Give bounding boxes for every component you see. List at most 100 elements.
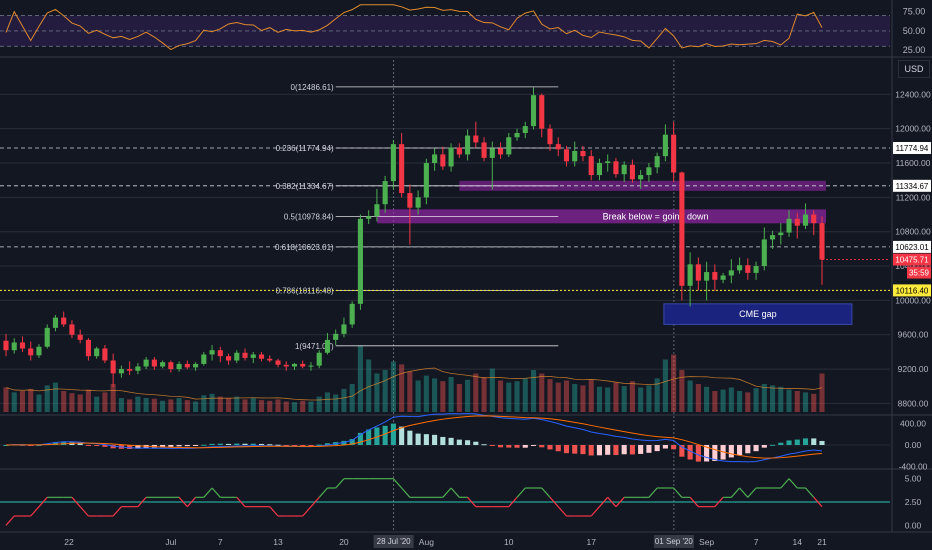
macd-histogram-bar [110,445,116,449]
macd-histogram-bar [613,445,619,456]
macd-histogram-bar [629,445,635,455]
resistance-zone [377,209,826,224]
x-axis-label: 14 [793,537,803,547]
macd-histogram-bar [77,443,83,445]
volume-bar [588,379,594,412]
volume-bar [94,396,100,412]
candle-body [465,135,471,155]
stoch-line-segment [38,496,48,508]
volume-bar [555,382,561,412]
volume-bar [530,370,537,412]
macd-histogram-bar [786,440,792,445]
volume-bar [382,370,388,412]
macd-histogram-bar [497,445,504,448]
signal-line [5,415,823,459]
stoch-axis-label: 5.00 [905,474,922,484]
volume-bar [242,399,248,412]
date-highlight-badge [373,535,414,548]
x-axis-label: 10 [504,537,514,547]
macd-histogram-bar [704,445,710,462]
stoch-line-segment [203,487,213,498]
candle-body [704,272,710,281]
macd-histogram-bar [423,434,429,445]
macd-histogram-bar [267,444,273,446]
stoch-line-segment [714,496,724,508]
macd-histogram-bar [811,438,817,445]
candle-body [530,95,537,127]
macd-histogram-bar [382,425,388,445]
price-badge-text: 10475.71 [895,256,929,265]
fib-label: 1(9471.07) [295,342,334,351]
volume-bar [44,385,50,412]
stoch-line-segment [739,487,749,498]
price-badge-text: 10623.01 [895,243,929,252]
volume-bar [522,378,528,412]
candle-body [258,354,265,359]
candle-body [94,348,100,357]
volume-bar [407,371,413,412]
volume-bar [613,382,619,412]
candle-body [629,164,635,180]
volume-bar [778,386,784,412]
volume-bar [176,398,182,412]
candle-body [687,264,693,286]
macd-histogram-bar [638,445,644,454]
candle-body [423,163,429,198]
volume-bar [143,398,149,412]
date-highlight-text: 01 Sep '20 [655,537,694,546]
stoch-line-segment [590,506,600,517]
x-axis-label: 17 [586,537,596,547]
macd-histogram-bar [36,444,42,446]
macd-histogram-bar [283,445,289,446]
volume-bar [275,399,281,412]
candle-body [514,132,520,138]
volume-bar [580,385,586,412]
volume-bar [761,384,767,412]
candle-body [679,172,685,286]
stoch-line-segment [302,506,312,517]
candle-body [283,364,289,367]
price-badge-text: 11334.67 [896,182,929,191]
candle-body [201,354,207,364]
macd-histogram-bar [671,445,677,450]
candle-body [135,366,141,371]
macd-histogram-bar [539,445,545,448]
stoch-line-segment [79,506,89,517]
volume-bar [753,388,759,412]
cme-gap-box [663,303,853,325]
candle-body [69,324,75,335]
volume-bar [802,392,809,412]
macd-histogram-bar [547,445,553,450]
x-axis-label: 7 [754,537,759,547]
macd-histogram-bar [258,443,265,445]
candle-body [605,161,611,164]
macd-histogram-bar [778,442,784,445]
candle-body [11,342,17,351]
candle-body [473,135,479,143]
macd-histogram-bar [745,445,751,454]
volume-bar [712,391,718,412]
volume-bar [728,387,734,412]
candle-body [794,218,800,226]
macd-histogram-bar [28,445,34,446]
volume-bar [745,392,751,412]
stoch-line-segment [236,496,246,508]
volume-bar [316,396,322,412]
volume-bar [547,379,553,412]
volume-bar [225,398,232,412]
volume-bar [3,387,9,412]
macd-histogram-bar [679,445,685,457]
x-axis-label: Aug [419,537,434,547]
candle-body [712,272,718,280]
volume-bar [720,389,726,412]
macd-histogram-bar [316,444,322,446]
volume-bar [473,373,479,412]
macd-histogram-bar [794,439,800,445]
volume-bar [506,382,512,412]
volume-bar [110,384,116,412]
volume-bar [621,386,627,412]
volume-bar [794,391,800,412]
macd-histogram-bar [802,438,809,445]
volume-bar [415,380,421,412]
